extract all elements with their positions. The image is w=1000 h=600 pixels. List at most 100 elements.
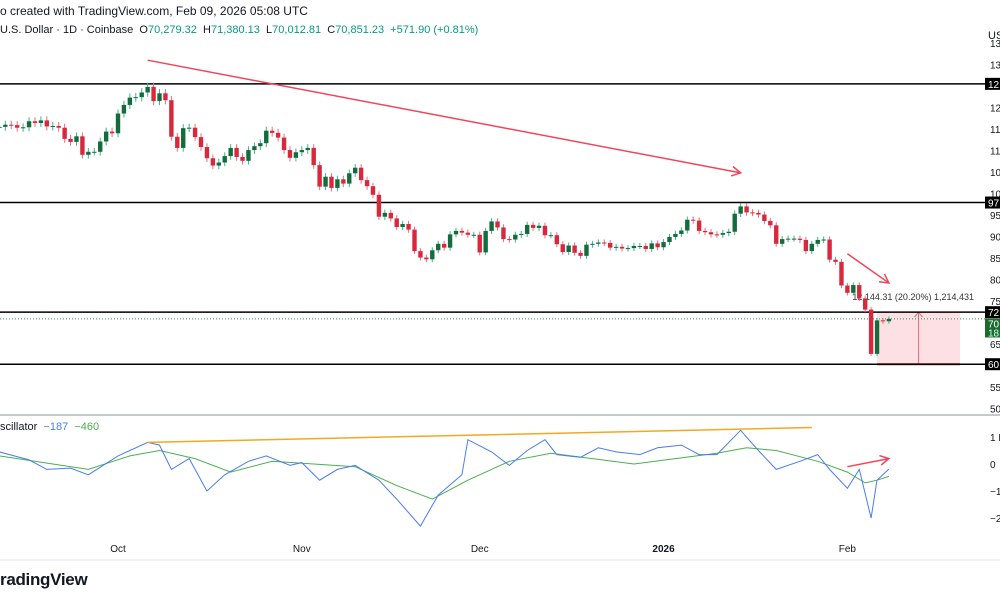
level-price-label: 72 [988, 308, 1000, 319]
candle-body [20, 127, 26, 129]
candle [489, 218, 494, 235]
x-tick-label: Feb [839, 544, 857, 555]
candle-body [702, 230, 708, 233]
y-tick-label: 95 [990, 211, 1000, 222]
candle-body [186, 127, 192, 129]
candle-body [691, 219, 696, 221]
change-value: +571.90 (+0.81%) [390, 24, 479, 36]
candle-body [524, 224, 530, 234]
candle [323, 173, 328, 191]
candle-body [673, 233, 678, 237]
candle [447, 231, 453, 251]
candle [714, 231, 720, 238]
candle [382, 209, 388, 220]
candle [406, 220, 411, 233]
candle [791, 235, 797, 242]
candle [685, 216, 690, 234]
candle [744, 203, 749, 216]
candle [554, 232, 560, 248]
currency-label: US [988, 30, 1000, 42]
oscillator-divergence-line[interactable] [147, 426, 812, 444]
candle [376, 191, 382, 220]
candle-body [216, 162, 222, 166]
level-price-tag [985, 196, 1000, 209]
candle [459, 227, 465, 236]
candle [530, 221, 536, 232]
trend-line[interactable] [147, 59, 741, 174]
candle-body [613, 246, 619, 248]
candle-body [169, 100, 174, 137]
candle [115, 109, 121, 138]
candle [691, 216, 696, 224]
candle-body [204, 147, 210, 159]
candle [738, 203, 743, 217]
candle [192, 123, 198, 142]
candle [133, 92, 138, 102]
candle-body [44, 120, 50, 127]
candle-body [507, 239, 512, 241]
candle [204, 143, 210, 162]
level-price-tag [985, 77, 1000, 90]
y-tick-label: 13 [990, 61, 1000, 72]
candle [32, 117, 38, 127]
candle-body [578, 252, 583, 256]
candle-body [121, 104, 127, 114]
candle-body [210, 158, 216, 166]
candle [62, 123, 67, 143]
candle-body [815, 239, 820, 244]
candle [44, 116, 50, 131]
candle [252, 142, 257, 154]
candle-body [625, 248, 631, 250]
candle-body [738, 206, 743, 214]
osc-y-tick-label: −2 [990, 514, 1000, 525]
y-tick-label: 75 [990, 297, 1000, 308]
x-tick-label: Nov [293, 544, 311, 555]
current-price-tag [985, 318, 1000, 338]
candle [596, 239, 601, 247]
candle [20, 123, 26, 132]
y-tick-label: 12 [990, 104, 1000, 115]
candle [815, 236, 820, 247]
candle [281, 133, 287, 154]
candle [311, 144, 316, 169]
candle-body [98, 141, 103, 152]
candle-body [744, 206, 749, 213]
osc-y-tick-label: 1 K [990, 433, 1000, 444]
candle [827, 236, 832, 263]
candle-body [483, 230, 488, 253]
candle-body [821, 239, 826, 241]
candle [590, 240, 595, 248]
candle-body [364, 180, 370, 187]
x-tick-label: 2026 [652, 544, 675, 555]
candle-body [305, 147, 310, 151]
candle-body [341, 179, 346, 184]
oscillator-divergence-arrow[interactable] [847, 457, 890, 468]
candle [74, 132, 79, 146]
candle [602, 239, 607, 246]
candle [851, 282, 856, 296]
y-tick-label: 50 [990, 405, 1000, 416]
candle [388, 209, 393, 222]
candle-body [762, 214, 767, 222]
candle [625, 245, 631, 252]
y-tick-label: 80 [990, 276, 1000, 287]
candle [495, 218, 500, 231]
candle-body [803, 239, 809, 252]
candle [519, 230, 524, 238]
candle [246, 146, 251, 165]
candle [86, 148, 91, 159]
trend-line[interactable] [846, 253, 890, 284]
candle [216, 158, 222, 170]
candle [222, 152, 227, 167]
level-price-tag [985, 306, 1000, 319]
candle-body [655, 243, 660, 248]
close-value: 70,851.23 [335, 24, 385, 36]
candle [560, 241, 565, 255]
candle [127, 93, 133, 110]
candle [139, 88, 144, 102]
candle [441, 240, 447, 251]
candle [198, 133, 204, 151]
candle-body [293, 152, 299, 158]
candle [80, 132, 85, 159]
